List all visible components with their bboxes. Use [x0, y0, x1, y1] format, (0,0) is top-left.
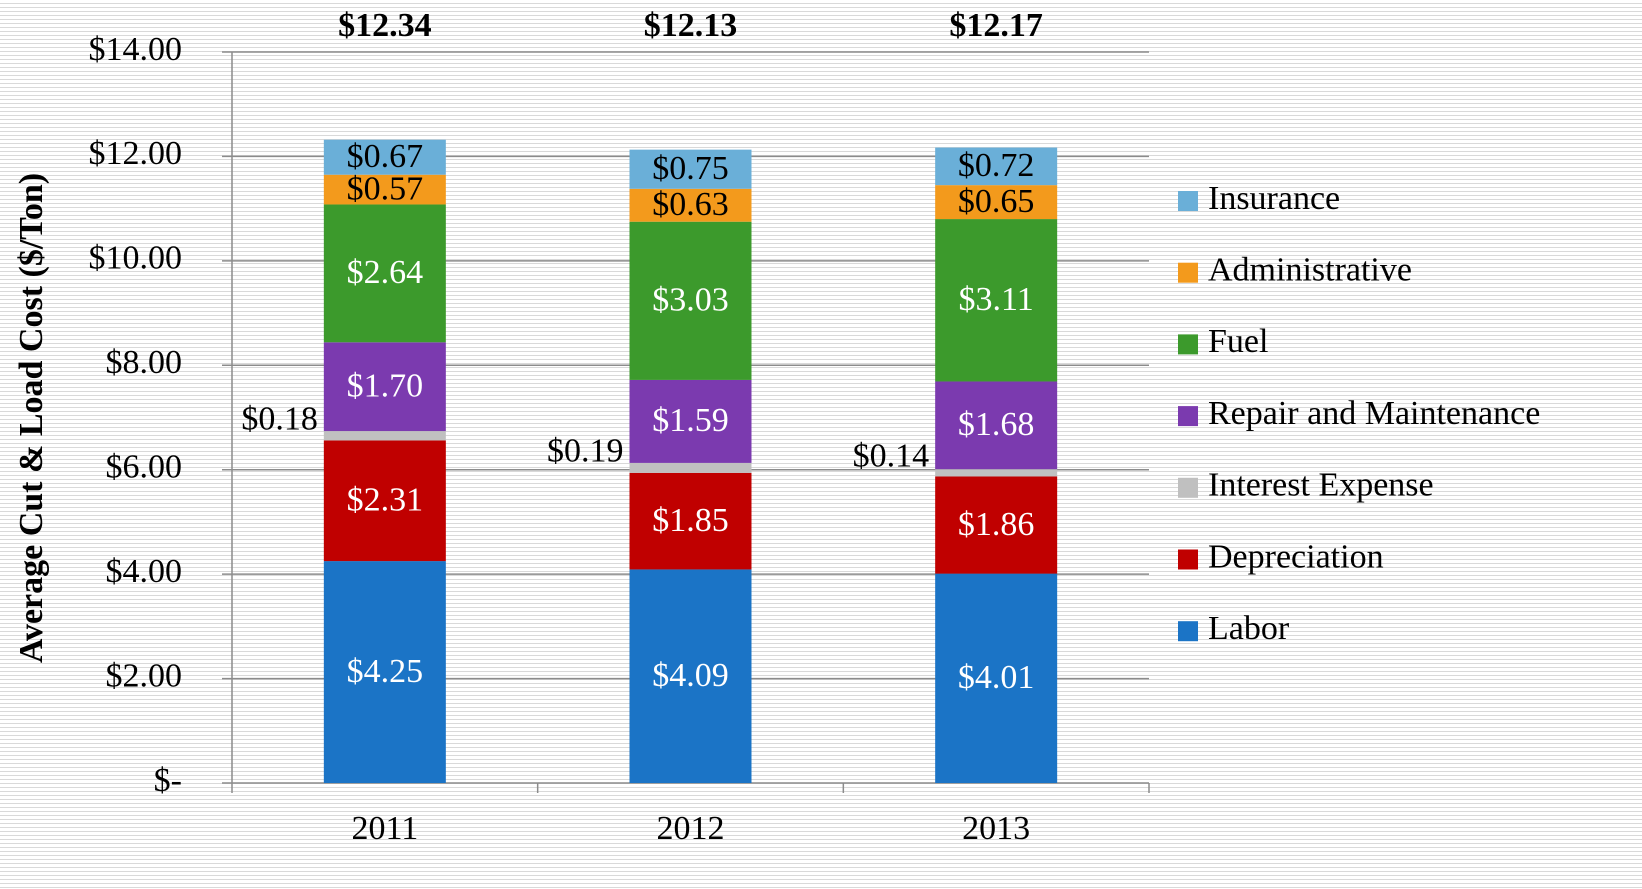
bar-segment: [323, 561, 446, 783]
bar-segment: [935, 147, 1058, 186]
bar-segment: [323, 204, 446, 343]
bar-segment: [629, 379, 752, 463]
data-label: $1.59: [652, 402, 729, 439]
data-label: $3.11: [959, 281, 1034, 318]
y-tick-label: $-: [154, 762, 182, 799]
bar-segment: [323, 174, 446, 205]
legend-label: Administrative: [1208, 251, 1412, 288]
legend-swatch: [1178, 191, 1198, 211]
data-label: $1.68: [958, 406, 1035, 443]
total-label: $12.17: [949, 7, 1043, 44]
bar-segment: [323, 440, 446, 562]
legend-swatch: [1178, 549, 1198, 570]
y-tick-label: $4.00: [106, 553, 183, 590]
data-label: $1.70: [347, 367, 424, 404]
bar-segment: [935, 219, 1058, 382]
bar-segment: [935, 185, 1058, 220]
y-tick-label: $8.00: [106, 344, 183, 381]
legend-swatch: [1178, 406, 1198, 427]
y-tick-label: $6.00: [106, 449, 183, 486]
data-label: $0.19: [547, 433, 624, 470]
bar-segment: [629, 149, 752, 189]
total-label: $12.13: [644, 7, 738, 44]
bar-segment: [629, 569, 752, 783]
bar-segment: [323, 431, 446, 441]
bar-segment: [629, 221, 752, 380]
bar-segment: [935, 476, 1058, 574]
legend-label: Repair and Maintenance: [1208, 395, 1540, 432]
legend-label: Labor: [1208, 610, 1290, 647]
legend-swatch: [1178, 262, 1198, 283]
legend-swatch: [1178, 334, 1198, 355]
y-tick-label: $12.00: [89, 135, 183, 172]
data-label: $0.75: [652, 150, 729, 187]
data-label: $4.25: [347, 653, 424, 690]
legend-label: Depreciation: [1208, 538, 1384, 575]
x-tick-label: 2012: [657, 810, 725, 847]
data-label: $2.64: [347, 254, 424, 291]
data-label: $4.09: [652, 657, 729, 694]
data-label: $2.31: [347, 482, 424, 519]
x-tick-label: 2013: [962, 810, 1030, 847]
data-label: $3.03: [652, 282, 729, 319]
data-label: $0.72: [958, 147, 1035, 184]
data-label: $1.86: [958, 506, 1035, 543]
bar-segment: [323, 139, 446, 175]
legend-label: Interest Expense: [1208, 467, 1434, 504]
data-label: $0.65: [958, 183, 1035, 220]
data-label: $0.14: [853, 438, 930, 475]
data-label: $0.57: [347, 170, 424, 207]
bar-segment: [935, 469, 1058, 477]
legend-swatch: [1178, 477, 1198, 498]
data-label: $4.01: [958, 659, 1035, 696]
y-tick-label: $2.00: [106, 657, 183, 694]
bar-segment: [629, 472, 752, 570]
data-label: $0.63: [652, 186, 729, 223]
y-tick-label: $10.00: [89, 240, 183, 277]
total-label: $12.34: [338, 7, 432, 44]
data-label: $1.85: [652, 502, 729, 539]
legend-label: Insurance: [1208, 180, 1340, 217]
legend-swatch: [1178, 621, 1198, 642]
x-tick-label: 2011: [351, 810, 418, 847]
bar-segment: [935, 381, 1058, 470]
bar-segment: [629, 462, 752, 473]
data-label: $0.18: [241, 401, 318, 438]
legend-label: Fuel: [1208, 323, 1268, 360]
data-label: $0.67: [347, 138, 424, 175]
y-tick-label: $14.00: [89, 31, 183, 68]
bar-segment: [323, 342, 446, 432]
bar-segment: [629, 188, 752, 222]
y-axis-title: Average Cut & Load Cost ($/Ton): [13, 173, 50, 663]
bar-segment: [935, 573, 1058, 783]
